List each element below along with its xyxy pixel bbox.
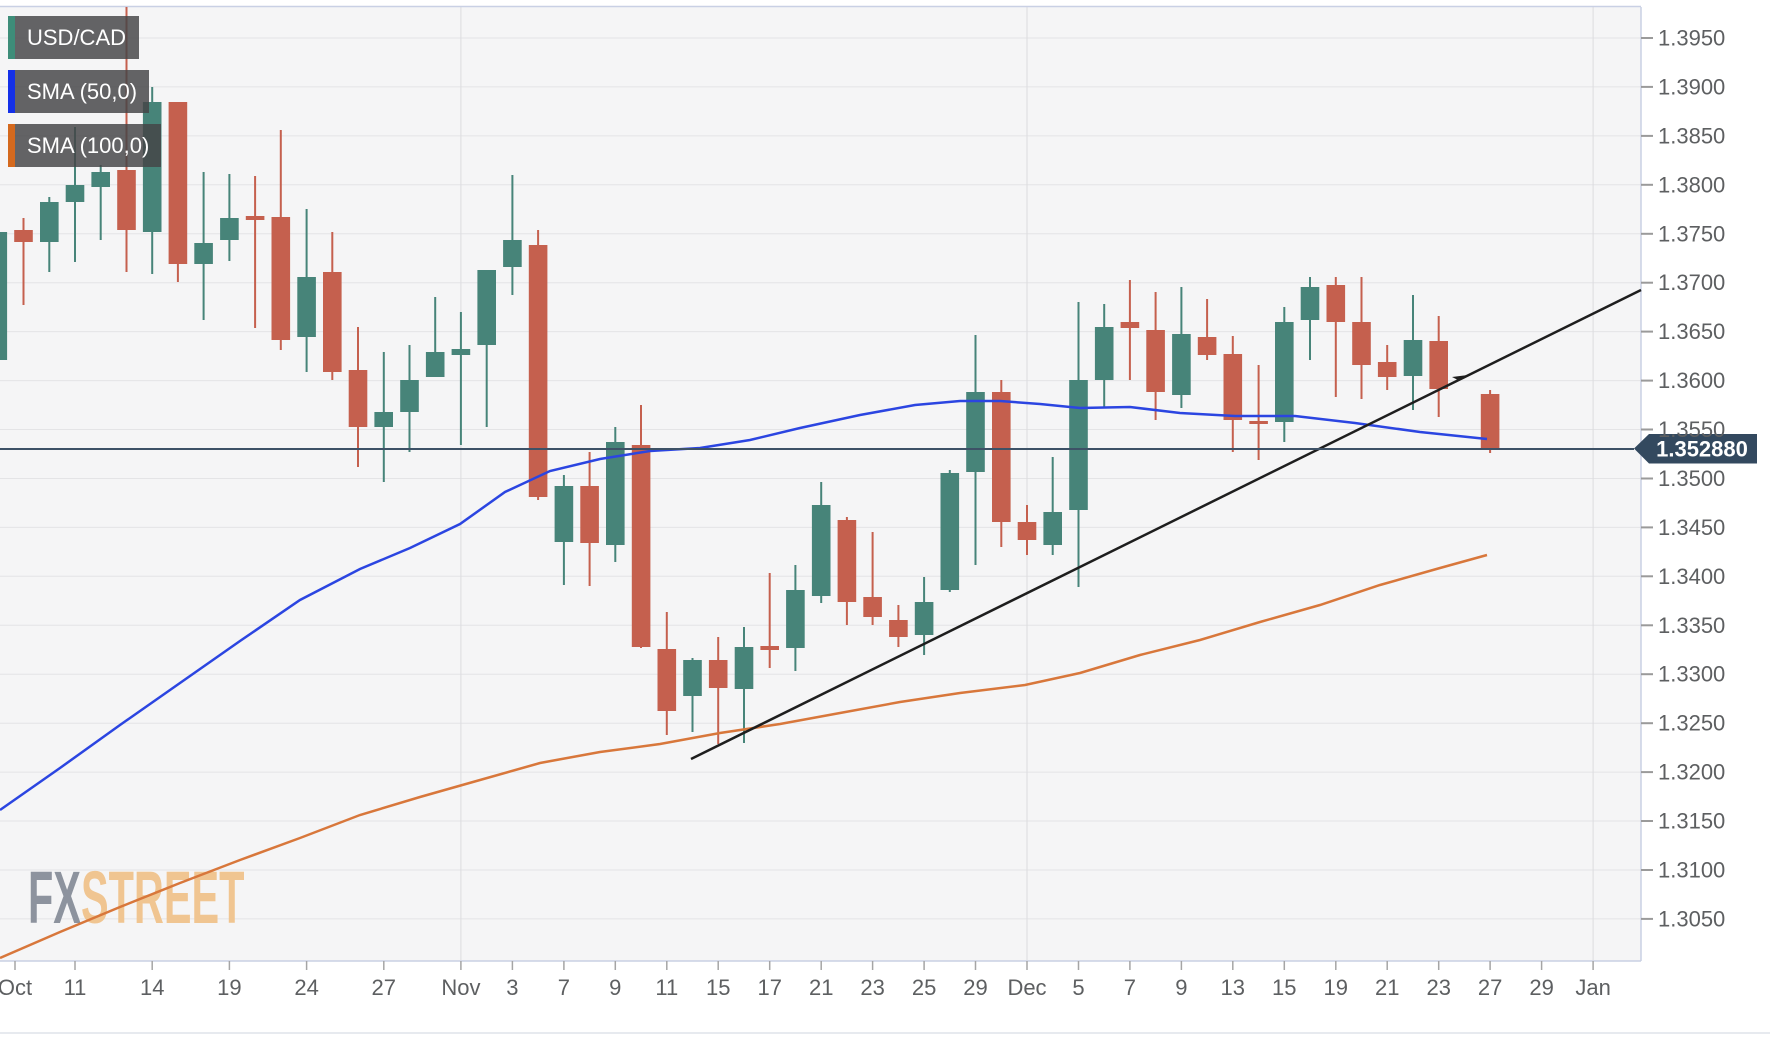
svg-text:SMA (100,0): SMA (100,0) xyxy=(27,133,149,158)
svg-text:Nov: Nov xyxy=(441,975,480,1000)
svg-text:21: 21 xyxy=(809,975,833,1000)
svg-text:5: 5 xyxy=(1072,975,1084,1000)
svg-text:21: 21 xyxy=(1375,975,1399,1000)
svg-text:1.3650: 1.3650 xyxy=(1658,319,1725,344)
svg-text:1.3950: 1.3950 xyxy=(1658,26,1725,51)
svg-text:1.3850: 1.3850 xyxy=(1658,123,1725,148)
svg-text:Dec: Dec xyxy=(1007,975,1046,1000)
svg-text:1.3100: 1.3100 xyxy=(1658,858,1725,883)
svg-text:1.3550: 1.3550 xyxy=(1658,417,1725,442)
svg-text:14: 14 xyxy=(140,975,164,1000)
svg-text:1.3250: 1.3250 xyxy=(1658,711,1725,736)
svg-text:25: 25 xyxy=(912,975,936,1000)
svg-text:1.3600: 1.3600 xyxy=(1658,368,1725,393)
svg-text:23: 23 xyxy=(1426,975,1450,1000)
svg-text:11: 11 xyxy=(655,975,678,1000)
svg-text:19: 19 xyxy=(217,975,241,1000)
svg-text:1.3300: 1.3300 xyxy=(1658,662,1725,687)
svg-text:9: 9 xyxy=(1175,975,1187,1000)
svg-text:1.3400: 1.3400 xyxy=(1658,564,1725,589)
svg-text:1.3350: 1.3350 xyxy=(1658,613,1725,638)
svg-text:15: 15 xyxy=(1272,975,1296,1000)
svg-text:1.3700: 1.3700 xyxy=(1658,270,1725,295)
svg-text:13: 13 xyxy=(1221,975,1245,1000)
svg-text:27: 27 xyxy=(1478,975,1502,1000)
svg-text:1.3200: 1.3200 xyxy=(1658,760,1725,785)
svg-text:3: 3 xyxy=(506,975,518,1000)
svg-text:1.3450: 1.3450 xyxy=(1658,515,1725,540)
svg-text:SMA (50,0): SMA (50,0) xyxy=(27,79,137,104)
svg-text:17: 17 xyxy=(757,975,781,1000)
svg-text:11: 11 xyxy=(64,975,87,1000)
svg-text:Oct: Oct xyxy=(0,975,32,1000)
svg-text:1.3500: 1.3500 xyxy=(1658,466,1725,491)
svg-text:1.3800: 1.3800 xyxy=(1658,172,1725,197)
svg-text:29: 29 xyxy=(1529,975,1553,1000)
svg-text:1.352880: 1.352880 xyxy=(1656,437,1748,462)
svg-text:23: 23 xyxy=(860,975,884,1000)
svg-text:29: 29 xyxy=(963,975,987,1000)
svg-text:27: 27 xyxy=(372,975,396,1000)
svg-text:FXSTREET: FXSTREET xyxy=(28,856,244,939)
svg-text:1.3900: 1.3900 xyxy=(1658,74,1725,99)
svg-text:15: 15 xyxy=(706,975,730,1000)
svg-text:9: 9 xyxy=(609,975,621,1000)
svg-text:Jan: Jan xyxy=(1575,975,1610,1000)
svg-text:24: 24 xyxy=(294,975,318,1000)
svg-text:1.3050: 1.3050 xyxy=(1658,906,1725,931)
svg-text:19: 19 xyxy=(1324,975,1348,1000)
svg-text:USD/CAD: USD/CAD xyxy=(27,25,126,50)
svg-text:1.3750: 1.3750 xyxy=(1658,221,1725,246)
svg-text:7: 7 xyxy=(558,975,570,1000)
svg-text:1.3150: 1.3150 xyxy=(1658,809,1725,834)
svg-text:7: 7 xyxy=(1124,975,1136,1000)
